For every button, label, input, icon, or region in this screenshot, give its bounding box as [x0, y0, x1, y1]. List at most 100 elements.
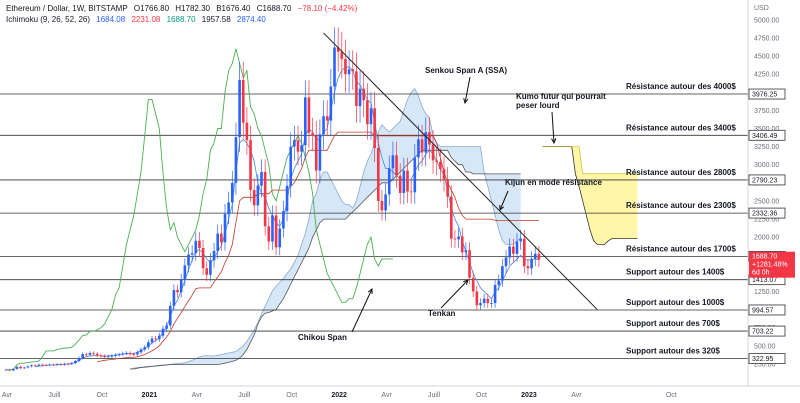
candle-body: [103, 355, 106, 358]
symbol-title[interactable]: Ethereum / Dollar, 1W, BITSTAMP: [6, 4, 128, 13]
candle-body: [15, 366, 19, 369]
level-badge: [748, 174, 786, 186]
candle-body: [387, 168, 391, 195]
y-tick-label: 2250.00: [754, 217, 779, 224]
ssa-arrow-head: [463, 98, 469, 105]
candle-body: [249, 140, 252, 191]
level-badge: [748, 88, 786, 100]
candle-body: [241, 80, 245, 123]
candle-body: [468, 250, 471, 278]
x-tick-label: Oct: [476, 392, 487, 399]
candle-body: [99, 355, 103, 357]
candle-body: [190, 253, 194, 255]
level-badge: [748, 325, 786, 337]
candle-body: [231, 182, 234, 203]
price-level-label: Résistance autour des 2300$: [626, 201, 736, 210]
candle-body: [274, 215, 278, 248]
ssa-arrow: [464, 76, 471, 104]
candle-body: [460, 236, 464, 253]
y-tick-label: 3250.00: [754, 144, 779, 151]
x-tick-label: 2022: [331, 392, 347, 399]
price-axis[interactable]: USD250.00500.00750.001000.001250.001500.…: [747, 0, 795, 386]
y-tick-label: 3500.00: [754, 126, 779, 133]
candle-body: [501, 266, 504, 281]
downtrend-line[interactable]: [323, 32, 598, 310]
candles: [4, 27, 541, 372]
kijun-line: [97, 131, 539, 363]
candle-body: [278, 228, 282, 248]
candle-body: [307, 97, 311, 133]
candle-body: [30, 365, 33, 367]
candle-body: [165, 325, 168, 329]
candle-body: [121, 353, 125, 355]
candle-body: [234, 137, 238, 183]
candle-body: [450, 196, 453, 239]
candle-body: [453, 238, 457, 240]
candle-body: [205, 268, 209, 275]
candle-body: [406, 170, 409, 192]
y-tick-label: 4500.00: [754, 54, 779, 61]
y-tick-label: 2000.00: [754, 235, 779, 242]
level-badge: [748, 129, 786, 141]
candle-body: [318, 134, 322, 171]
axis-unit: USD: [754, 5, 769, 12]
candle-body: [256, 185, 260, 206]
level-badge-text: 703.22: [752, 329, 774, 336]
candle-body: [176, 290, 179, 293]
x-tick-label: Oct: [666, 392, 677, 399]
level-badge-text: 994.57: [752, 307, 774, 314]
candle-body: [314, 135, 318, 171]
candle-body: [136, 352, 139, 355]
candle-body: [37, 364, 41, 366]
x-tick-label: Avr: [571, 392, 582, 399]
time-axis[interactable]: Avr Juill Oct 2021 Avr Juill Oct 2022 Avr Juill Oc…: [0, 385, 800, 399]
candle-body: [435, 160, 438, 162]
candle-body: [471, 277, 475, 292]
candle-body: [187, 254, 190, 266]
price-levels: Résistance autour des 4000$ Résistance au…: [0, 82, 748, 360]
candle-body: [179, 279, 183, 293]
candle-body: [285, 185, 289, 212]
candle-body: [523, 238, 526, 267]
tenkan-arrow-head: [463, 279, 469, 285]
candle-body: [59, 364, 63, 366]
current-price-text: +1281.48%: [752, 262, 788, 269]
candle-body: [409, 191, 413, 193]
candle-body: [398, 175, 402, 193]
ssb-line: [130, 149, 521, 370]
current-price-text: 1688.70: [752, 254, 777, 261]
candle-body: [340, 51, 344, 60]
annotation-text: Kijun en mode résistance: [505, 178, 602, 187]
x-tick-label: 2021: [142, 392, 158, 399]
price-level-label: Support autour des 320$: [626, 347, 720, 356]
tenkan-value: 1684.08: [96, 15, 126, 24]
candle-body: [33, 365, 37, 367]
candle-body: [70, 363, 73, 365]
candle-body: [201, 248, 205, 269]
candle-body: [282, 211, 285, 229]
candle-body: [168, 305, 172, 326]
kijun-arrow-head: [499, 204, 505, 212]
price-level-label: Support autour des 700$: [626, 319, 720, 328]
candle-body: [77, 358, 81, 361]
candle-body: [508, 246, 511, 258]
candle-body: [493, 284, 497, 304]
level-badge-text: 322.95: [752, 356, 774, 363]
candle-body: [504, 257, 508, 267]
candle-body: [322, 116, 325, 135]
candle-body: [132, 354, 136, 355]
candle-body: [431, 144, 435, 161]
indicator-name[interactable]: Ichimoku (9, 26, 52, 26): [6, 15, 91, 24]
candle-body: [209, 260, 212, 275]
candle-body: [369, 108, 373, 125]
trendline[interactable]: [323, 32, 598, 310]
annotation-text: Kumo futur qui pourrait: [516, 92, 606, 101]
level-badge-text: 3976.25: [752, 92, 777, 99]
annotations: Senkou Span A (SSA) Kumo futur qui pourra…: [298, 66, 606, 342]
candle-body: [537, 253, 541, 260]
kijun-value: 2231.08: [131, 15, 161, 24]
level-badge: [748, 207, 786, 219]
candle-body: [402, 170, 406, 193]
candle-body: [336, 47, 340, 52]
